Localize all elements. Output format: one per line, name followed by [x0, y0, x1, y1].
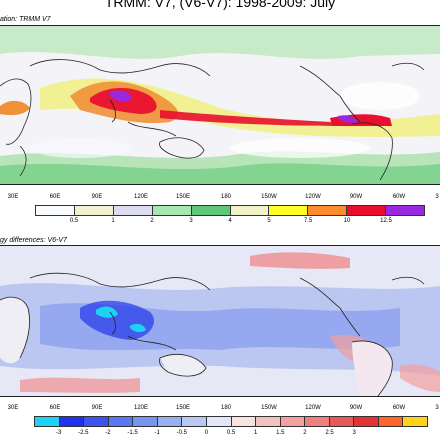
diff-colorbar-swatch — [84, 417, 109, 426]
diff-colorbar-swatch — [108, 417, 134, 426]
lon-tick: 180 — [220, 405, 232, 411]
lon-tick: 60W — [392, 194, 406, 200]
diff-colorbar-label: -2.5 — [78, 430, 89, 436]
diff-colorbar-swatch — [329, 417, 355, 426]
diff-colorbar-swatch — [354, 417, 379, 426]
diff-colorbar-swatch — [280, 417, 306, 426]
top-panel-label: ation: TRMM V7 — [0, 16, 51, 23]
precip-colorbar-label: 7.5 — [303, 218, 313, 224]
diff-colorbar-label: -3 — [55, 430, 62, 436]
bottom-panel-label: gy differences: V6-V7 — [0, 237, 67, 244]
diff-colorbar-label: 0 — [204, 430, 209, 436]
precip-colorbar-swatch — [191, 206, 231, 215]
difference-colorbar-labels: -3 -2.5 -2 -1.5 -1 -0.5 0 0.5 1 1.5 2 2.5 3 — [34, 429, 428, 437]
figure-title: TRMM: V7, (V6-V7): 1998-2009: July — [104, 0, 336, 10]
diff-colorbar-swatch — [378, 417, 404, 426]
precipitation-colorbar — [35, 205, 425, 216]
diff-colorbar-swatch — [182, 417, 207, 426]
lon-tick: 90E — [91, 194, 103, 200]
diff-colorbar-label: 0.5 — [226, 430, 236, 436]
precip-colorbar-swatch — [347, 206, 387, 215]
lon-tick: 120W — [305, 194, 321, 200]
lon-tick: 60E — [49, 194, 61, 200]
diff-colorbar-swatch — [256, 417, 281, 426]
lon-tick: 90W — [349, 405, 363, 411]
diff-colorbar-label: -1 — [154, 430, 160, 436]
precip-colorbar-label: 3 — [189, 218, 193, 224]
lon-tick: 3 — [435, 405, 439, 411]
diff-colorbar-label: -0.5 — [176, 430, 187, 436]
lon-tick: 150W — [261, 194, 277, 200]
lon-tick: 120E — [133, 405, 149, 411]
precipitation-map-canvas — [0, 26, 440, 184]
precip-colorbar-label: 2 — [150, 218, 154, 224]
lon-tick: 150E — [175, 405, 191, 411]
diff-colorbar-label: 2.5 — [325, 430, 334, 436]
bottom-lon-axis: 30E 60E 90E 120E 150E 180 150W 120W 90W … — [0, 404, 440, 412]
diff-colorbar-swatch — [35, 417, 60, 426]
lon-tick: 30E — [7, 405, 19, 411]
diff-colorbar-label: 1 — [253, 430, 258, 436]
precip-colorbar-swatch — [230, 206, 270, 215]
diff-colorbar-swatch — [231, 417, 257, 426]
diff-colorbar-swatch — [206, 417, 232, 426]
diff-colorbar-label: 2 — [303, 430, 307, 436]
lon-tick: 3 — [435, 194, 439, 200]
lon-tick: 60E — [49, 405, 61, 411]
precip-colorbar-swatch — [36, 206, 75, 215]
precip-colorbar-label: 0.5 — [69, 218, 79, 224]
precip-colorbar-swatch — [269, 206, 309, 215]
lon-tick: 150W — [261, 405, 277, 411]
lon-tick: 180 — [220, 194, 232, 200]
precip-colorbar-swatch — [152, 206, 192, 215]
difference-colorbar — [34, 416, 428, 427]
difference-map-canvas — [0, 246, 440, 396]
diff-colorbar-swatch — [133, 417, 158, 426]
precipitation-colorbar-labels: 0.5 1 2 3 4 5 7.5 10 12.5 — [35, 217, 425, 225]
lon-tick: 60W — [392, 405, 406, 411]
lon-tick: 90W — [349, 194, 363, 200]
diff-colorbar-swatch — [157, 417, 183, 426]
precip-colorbar-swatch — [308, 206, 348, 215]
precip-colorbar-swatch — [386, 206, 425, 215]
precip-colorbar-swatch — [74, 206, 114, 215]
diff-colorbar-swatch — [305, 417, 330, 426]
precip-colorbar-label: 4 — [228, 218, 232, 224]
top-lon-axis: 30E 60E 90E 120E 150E 180 150W 120W 90W … — [0, 193, 440, 201]
diff-colorbar-label: -1.5 — [127, 430, 138, 436]
lon-tick: 150E — [175, 194, 191, 200]
precip-colorbar-label: 10 — [343, 218, 351, 224]
lon-tick: 120W — [305, 405, 321, 411]
diff-colorbar-label: 3 — [352, 430, 356, 436]
precipitation-map — [0, 25, 440, 185]
precip-colorbar-label: 1 — [111, 218, 115, 224]
diff-colorbar-label: -2 — [105, 430, 111, 436]
precip-colorbar-swatch — [113, 206, 153, 215]
precip-colorbar-label: 12.5 — [380, 218, 392, 224]
difference-map — [0, 245, 440, 397]
diff-colorbar-label: 1.5 — [276, 430, 285, 436]
lon-tick: 120E — [133, 194, 149, 200]
precip-colorbar-label: 5 — [267, 218, 271, 224]
lon-tick: 30E — [7, 194, 19, 200]
diff-colorbar-swatch — [59, 417, 85, 426]
diff-colorbar-swatch — [403, 417, 427, 426]
lon-tick: 90E — [91, 405, 103, 411]
